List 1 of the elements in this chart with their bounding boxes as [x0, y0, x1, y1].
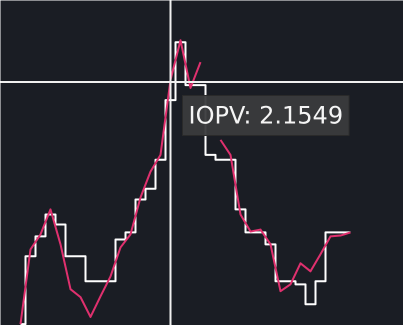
annotation: IOPV: 2.1549 — [188, 102, 344, 130]
